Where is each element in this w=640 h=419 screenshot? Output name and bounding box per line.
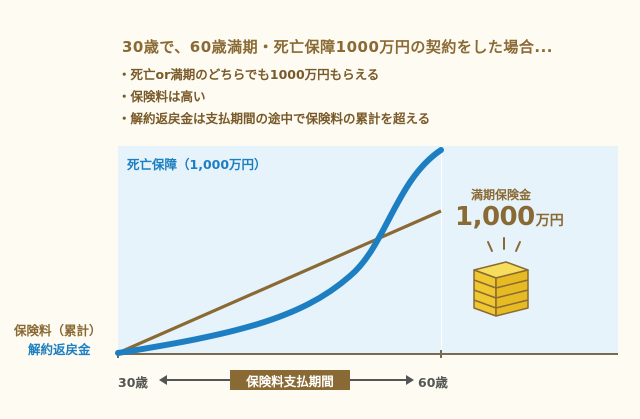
period-arrow-line-left — [166, 379, 230, 381]
surrender-value-curve — [115, 147, 444, 356]
maturity-divider — [441, 146, 442, 358]
death-benefit-label: 死亡保障（1,000万円） — [127, 157, 267, 172]
summary-list: 死亡or満期のどちらでも1000万円もらえる 保険料は高い 解約返戻金は支払期間… — [118, 64, 431, 130]
summary-item: 解約返戻金は支払期間の途中で保険料の累計を超える — [118, 108, 431, 130]
age-end-tick — [440, 350, 442, 358]
payment-period-label: 保険料支払期間 — [230, 370, 350, 390]
maturity-benefit-amount: 1,000万円 — [455, 202, 564, 232]
page-title: 30歳で、60歳満期・死亡保障1000万円の契約をした場合... — [122, 38, 553, 56]
maturity-benefit-label: 満期保険金 — [471, 188, 532, 202]
coin-stack-icon — [473, 261, 529, 317]
arrow-right-icon — [406, 375, 414, 385]
maturity-amount-unit: 万円 — [535, 213, 564, 229]
age-start-label: 30歳 — [118, 375, 148, 390]
age-end-label: 60歳 — [418, 375, 448, 390]
premium-cumulative-line — [117, 209, 442, 355]
premium-cumulative-label: 保険料（累計） — [14, 323, 102, 338]
arrow-left-icon — [159, 375, 167, 385]
summary-item: 死亡or満期のどちらでも1000万円もらえる — [118, 64, 430, 86]
period-arrow-line-right — [350, 379, 407, 381]
coverage-panel — [118, 146, 618, 354]
surrender-value-label: 解約返戻金 — [28, 342, 91, 357]
maturity-amount-number: 1,000 — [455, 202, 535, 232]
summary-item: 保険料は高い — [118, 86, 430, 108]
time-axis — [118, 353, 618, 355]
sparkle-icon — [487, 237, 521, 252]
